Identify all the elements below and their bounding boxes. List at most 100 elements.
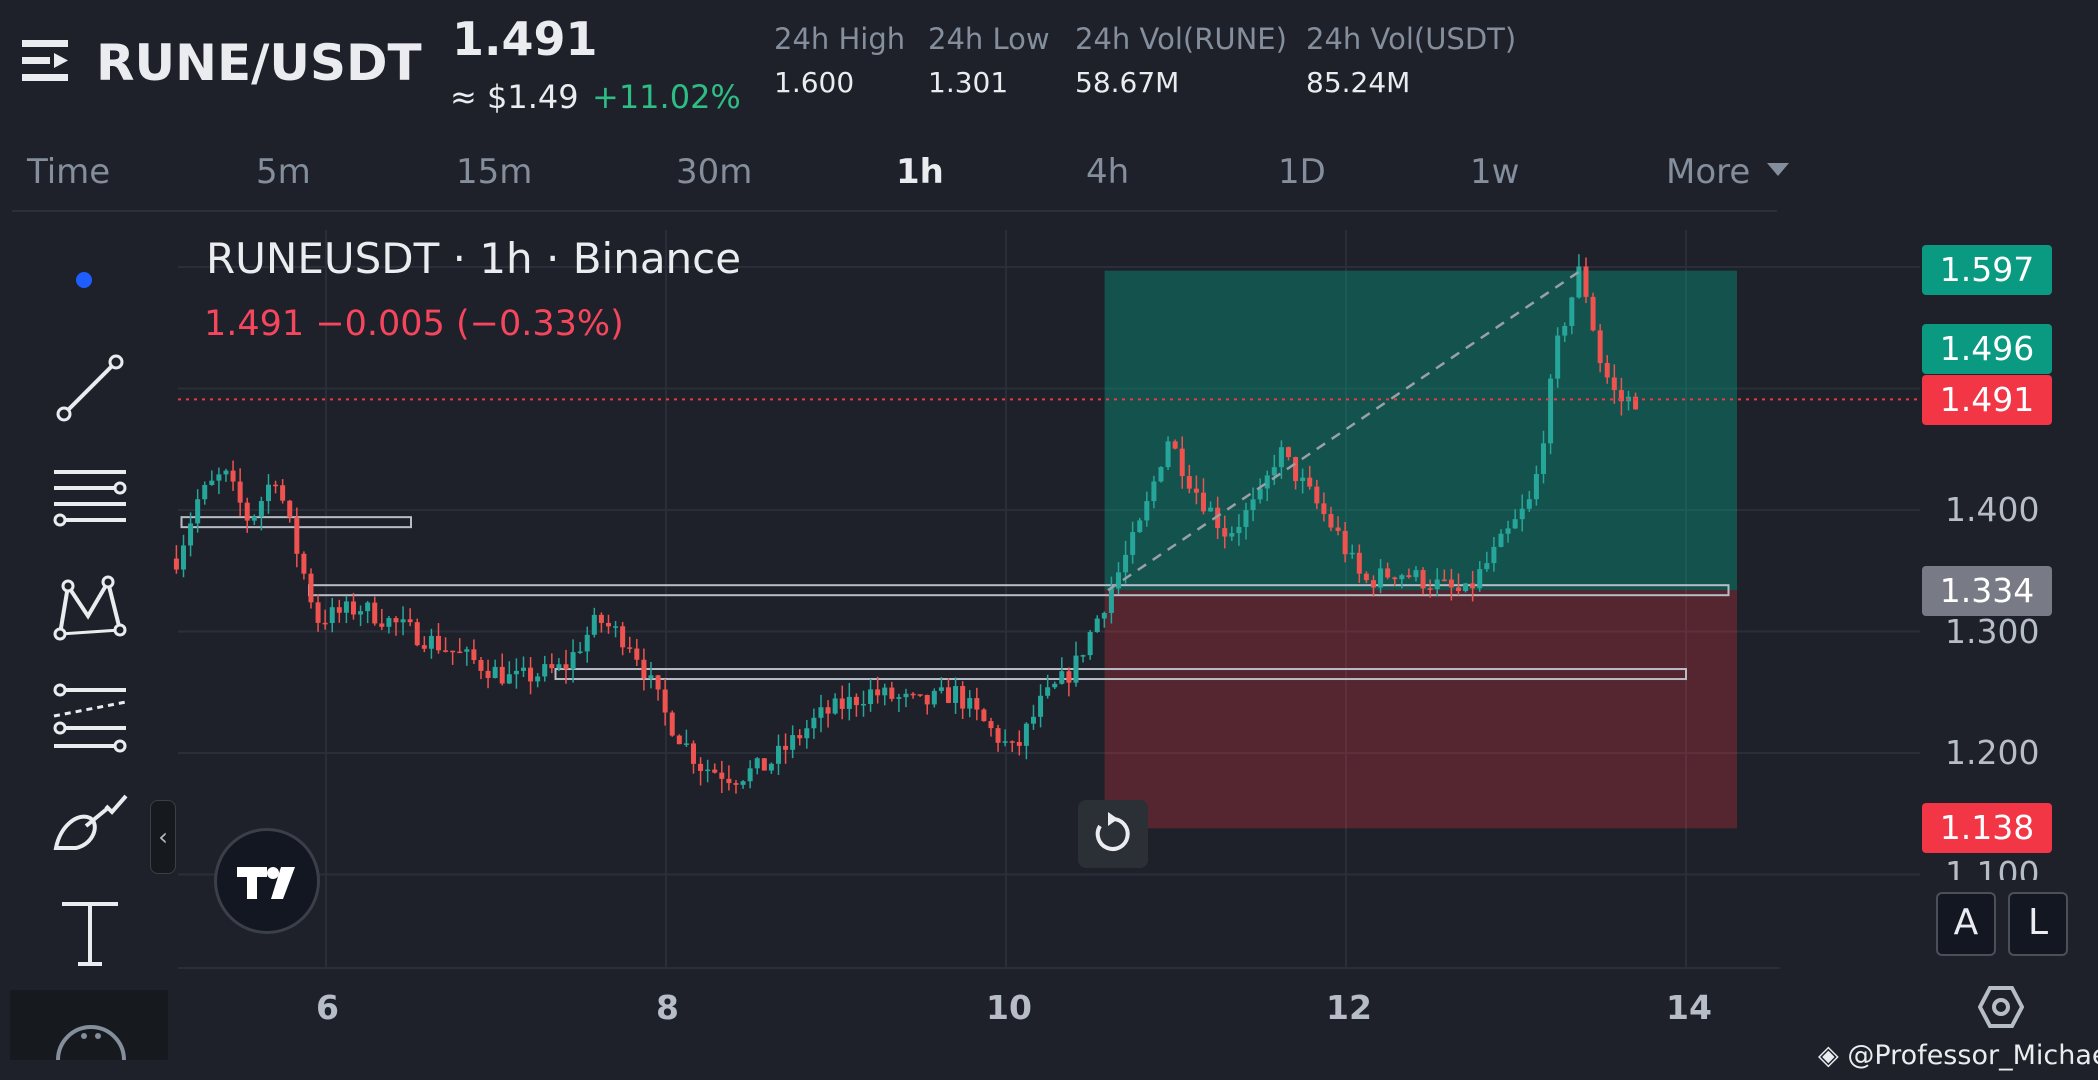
candle-body — [1300, 477, 1306, 482]
active-dot-icon — [76, 272, 92, 288]
tab-time[interactable]: Time — [27, 152, 111, 192]
menu-icon[interactable] — [22, 38, 72, 84]
candle-body — [1427, 588, 1433, 590]
candle-body — [464, 649, 470, 652]
candle-body — [1434, 579, 1440, 590]
timeframe-divider — [12, 210, 1777, 212]
horizontal-lines-tool-icon[interactable] — [50, 464, 130, 536]
candle-body — [1186, 476, 1192, 489]
candle-body — [1115, 572, 1121, 589]
timeframe-bar: Time 5m 15m 30m 1h 4h 1D 1w More — [0, 152, 1790, 200]
candle-body — [1526, 499, 1532, 509]
caret-down-icon — [1767, 163, 1790, 176]
tab-30m[interactable]: 30m — [676, 152, 753, 192]
last-price: 1.491 — [452, 12, 598, 66]
tab-15m[interactable]: 15m — [456, 152, 533, 192]
candle-body — [1250, 499, 1256, 511]
stat-label-high: 24h High — [774, 22, 906, 56]
reset-chart-button[interactable] — [1078, 800, 1148, 868]
candle-body — [818, 707, 824, 718]
candle-body — [1385, 568, 1391, 578]
tab-1h[interactable]: 1h — [896, 152, 944, 192]
price-tag-target: 1.597 — [1922, 245, 2052, 295]
auto-scale-button[interactable]: A — [1936, 892, 1996, 956]
candle-body — [393, 618, 399, 623]
candle-body — [407, 619, 413, 623]
log-scale-button[interactable]: L — [2008, 892, 2068, 956]
tab-5m[interactable]: 5m — [256, 152, 311, 192]
trend-line-tool-icon[interactable] — [50, 352, 130, 424]
candle-body — [329, 607, 335, 623]
candle-body — [889, 687, 895, 699]
price-tag-stop: 1.138 — [1922, 803, 2052, 853]
candle-body — [251, 516, 257, 521]
candle-body — [435, 635, 441, 651]
brush-tool-icon[interactable] — [50, 790, 130, 862]
candle-body — [591, 614, 597, 635]
candle-body — [1378, 568, 1384, 588]
candle-body — [237, 481, 243, 503]
tab-1d[interactable]: 1D — [1278, 152, 1326, 192]
pattern-tool-icon[interactable] — [50, 572, 130, 644]
candle-body — [1342, 530, 1348, 555]
candle-body — [1278, 447, 1284, 468]
candle-body — [443, 650, 449, 652]
candle-body — [1087, 632, 1093, 656]
candle-body — [386, 618, 392, 627]
text-tool-icon[interactable] — [50, 898, 130, 970]
toolbar-collapse-button[interactable]: ‹ — [150, 800, 176, 874]
tab-more[interactable]: More — [1666, 152, 1790, 192]
stat-value-vol-rune: 58.67M — [1075, 66, 1180, 99]
trend-line — [1107, 269, 1582, 592]
candle-body — [797, 735, 803, 739]
candle-body — [705, 769, 711, 772]
change-percent: +11.02% — [592, 78, 741, 116]
candle-body — [570, 652, 576, 670]
candle-body — [1030, 716, 1036, 724]
candle-body — [1002, 741, 1008, 743]
candles — [173, 254, 1639, 794]
more-tools-icon[interactable] — [54, 1000, 128, 1060]
candle-body — [1222, 528, 1228, 537]
candle-body — [783, 745, 789, 750]
tab-1w[interactable]: 1w — [1470, 152, 1520, 192]
candle-body — [1349, 552, 1355, 555]
candle-body — [457, 651, 463, 654]
candle-body — [613, 626, 619, 628]
candle-body — [811, 717, 817, 729]
candle-body — [620, 626, 626, 648]
candle-body — [1633, 396, 1639, 410]
candle-body — [1604, 363, 1610, 378]
candle-body — [938, 687, 944, 691]
candle-body — [1073, 655, 1079, 683]
candle-body — [336, 607, 342, 613]
stat-value-vol-usdt: 85.24M — [1306, 66, 1411, 99]
candle-body — [945, 687, 951, 703]
candle-body — [1583, 266, 1589, 297]
candle-body — [655, 675, 661, 690]
candle-body — [875, 689, 881, 696]
usd-price: ≈ $1.49 — [450, 78, 579, 116]
candle-body — [542, 664, 548, 677]
candle-body — [1123, 554, 1129, 573]
candle-body — [1505, 528, 1511, 534]
candle-body — [188, 523, 194, 546]
candle-body — [499, 666, 505, 684]
candle-body — [400, 619, 406, 623]
candle-body — [1576, 266, 1582, 298]
settings-icon[interactable] — [1978, 984, 2024, 1030]
candle-body — [1101, 612, 1107, 619]
candle-body — [853, 696, 859, 706]
tradingview-logo-icon — [237, 867, 295, 899]
candle-body — [195, 499, 201, 524]
candle-body — [280, 485, 286, 501]
candle-body — [995, 728, 1001, 743]
fib-tool-icon[interactable] — [50, 682, 130, 754]
candle-body — [1470, 583, 1476, 589]
tab-4h[interactable]: 4h — [1086, 152, 1130, 192]
pair-title[interactable]: RUNE/USDT — [96, 34, 422, 92]
candle-body — [1328, 514, 1334, 528]
candle-body — [1229, 533, 1235, 537]
candle-body — [825, 707, 831, 714]
